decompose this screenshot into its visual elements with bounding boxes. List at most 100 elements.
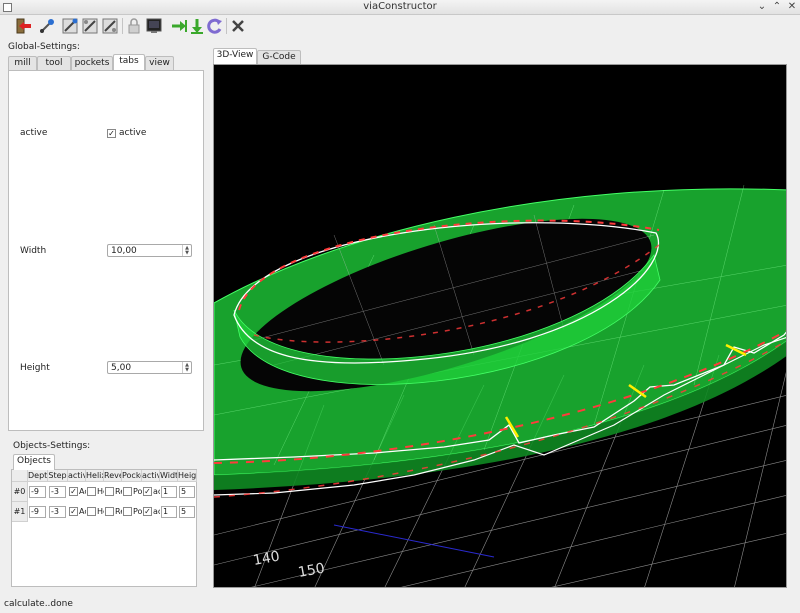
- tab-view[interactable]: view: [145, 56, 174, 70]
- reverse-checkbox-0[interactable]: [105, 487, 114, 496]
- tab-objects[interactable]: Objects: [13, 454, 55, 470]
- width-spinbox[interactable]: 10,00 ▲ ▼: [107, 244, 192, 257]
- header-pocket[interactable]: Pocket: [122, 470, 142, 482]
- save-icon[interactable]: [61, 17, 79, 35]
- reverse-label-1: Re: [115, 507, 122, 516]
- height-label: Height: [20, 363, 50, 373]
- active-label-1: Ac: [79, 507, 86, 516]
- global-settings-panel: active ✓ active Width 10,00 ▲ ▼ Height 5,…: [8, 70, 204, 431]
- height-spin-arrows[interactable]: ▲ ▼: [182, 362, 191, 373]
- tab-mill[interactable]: mill: [8, 56, 37, 70]
- height-value: 5,00: [111, 363, 132, 373]
- outer-tab-markers-lower: [214, 340, 786, 498]
- inner-tab-markers-lower: [253, 244, 660, 343]
- inner-toolpath: [233, 222, 660, 364]
- inner-hole: [240, 218, 652, 392]
- tab-active-label-1: ac: [153, 507, 160, 516]
- axis-label-150: 150: [297, 561, 326, 581]
- outer-toolpath: [214, 331, 786, 461]
- helix-label-0: He: [97, 487, 104, 496]
- axis-line: [333, 524, 495, 558]
- status-bar: calculate..done: [0, 597, 800, 613]
- save-gcode-icon[interactable]: [81, 17, 99, 35]
- title-bar: viaConstructor ⌄ ⌃ ✕: [0, 0, 800, 15]
- width-spin-arrows[interactable]: ▲ ▼: [182, 245, 191, 256]
- 3d-viewport[interactable]: 140 150: [213, 64, 787, 588]
- inner-wall: [233, 254, 661, 385]
- pocket-checkbox-1[interactable]: [123, 507, 132, 516]
- status-text: calculate..done: [4, 599, 73, 609]
- header-helix[interactable]: Helix: [86, 470, 104, 482]
- plate-edge: [214, 341, 786, 490]
- reverse-checkbox-1[interactable]: [105, 507, 114, 516]
- toolbar: [0, 15, 800, 37]
- helix-checkbox-1[interactable]: [87, 507, 96, 516]
- minimize-icon[interactable]: ⌄: [757, 1, 767, 12]
- move-in-icon[interactable]: [170, 17, 188, 35]
- close-window-icon[interactable]: ✕: [787, 1, 797, 12]
- width-value: 10,00: [111, 246, 137, 256]
- active-label: active: [20, 128, 48, 138]
- view-tabs: 3D-View G-Code: [213, 48, 313, 64]
- table-corner: [12, 470, 28, 482]
- objects-tabs: Objects: [13, 454, 57, 470]
- row-header-1[interactable]: #1: [12, 502, 28, 522]
- global-tabs: mill tool pockets tabs view: [8, 54, 204, 70]
- height-spinbox[interactable]: 5,00 ▲ ▼: [107, 361, 192, 374]
- header-reverse[interactable]: Reverse: [104, 470, 122, 482]
- tab-g-code[interactable]: G-Code: [257, 50, 301, 64]
- pocket-label-0: Po: [133, 487, 142, 496]
- objects-table: Depth Step active Helix Reverse Pocket a…: [11, 469, 197, 587]
- reverse-label-0: Re: [115, 487, 122, 496]
- tab-tabs[interactable]: tabs: [113, 54, 145, 70]
- helix-label-1: He: [97, 507, 104, 516]
- grid-lines: [214, 354, 786, 587]
- width-spinbox-1[interactable]: 1: [161, 506, 177, 518]
- active-checkbox-1[interactable]: ✓: [69, 507, 78, 516]
- hole-grid: [253, 214, 655, 366]
- axis-label-140: 140: [252, 549, 281, 569]
- active-checkbox-label: active: [119, 128, 147, 138]
- header-active[interactable]: active: [68, 470, 86, 482]
- header-width[interactable]: Width: [160, 470, 178, 482]
- width-spinbox-0[interactable]: 1: [161, 486, 177, 498]
- header-step[interactable]: Step: [48, 470, 68, 482]
- 3d-scene: 140 150: [214, 65, 786, 587]
- rotate-icon[interactable]: [206, 17, 224, 35]
- width-label: Width: [20, 246, 47, 256]
- height-spinbox-1[interactable]: 5: [179, 506, 195, 518]
- machine-icon[interactable]: [145, 17, 163, 35]
- load-icon[interactable]: [38, 17, 56, 35]
- window-menu-icon[interactable]: [3, 3, 12, 12]
- pocket-checkbox-0[interactable]: [123, 487, 132, 496]
- height-spinbox-0[interactable]: 5: [179, 486, 195, 498]
- step-spinbox-1[interactable]: -3: [49, 506, 66, 518]
- tab-3d-view[interactable]: 3D-View: [213, 48, 257, 64]
- tab-active-checkbox-0[interactable]: ✓: [143, 487, 152, 496]
- outer-toolpath-lower: [214, 337, 786, 496]
- step-spinbox-0[interactable]: -3: [49, 486, 66, 498]
- objects-settings-label: Objects-Settings:: [13, 441, 91, 451]
- tab-tool[interactable]: tool: [37, 56, 71, 70]
- header-tab-active[interactable]: active: [142, 470, 160, 482]
- active-label-0: Ac: [79, 487, 86, 496]
- exit-icon[interactable]: [15, 17, 33, 35]
- tab-active-label-0: ac: [153, 487, 160, 496]
- tab-pockets[interactable]: pockets: [71, 56, 113, 70]
- active-checkbox[interactable]: ✓: [107, 129, 116, 138]
- close-icon[interactable]: [229, 17, 247, 35]
- header-depth[interactable]: Depth: [28, 470, 48, 482]
- row-header-0[interactable]: #0: [12, 482, 28, 502]
- save-setup-icon[interactable]: [101, 17, 119, 35]
- header-height[interactable]: Height: [178, 470, 197, 482]
- maximize-icon[interactable]: ⌃: [772, 1, 782, 12]
- lock-icon[interactable]: [125, 17, 143, 35]
- move-down-icon[interactable]: [188, 17, 206, 35]
- depth-spinbox-1[interactable]: -9: [29, 506, 46, 518]
- window-title: viaConstructor: [363, 1, 437, 12]
- depth-spinbox-0[interactable]: -9: [29, 486, 46, 498]
- active-checkbox-0[interactable]: ✓: [69, 487, 78, 496]
- helix-checkbox-0[interactable]: [87, 487, 96, 496]
- global-settings-label: Global-Settings:: [8, 42, 80, 52]
- tab-active-checkbox-1[interactable]: ✓: [143, 507, 152, 516]
